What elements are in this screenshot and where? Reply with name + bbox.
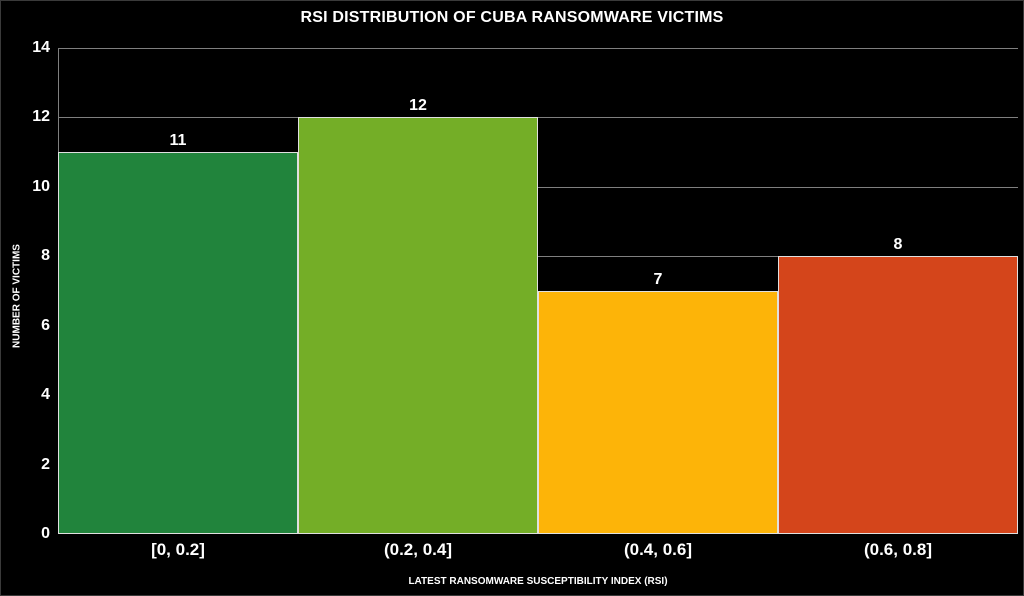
y-tick-label: 6: [41, 316, 50, 334]
y-tick-label: 8: [41, 247, 50, 265]
bar-value-label: 11: [169, 132, 187, 150]
gridline: [58, 117, 1018, 119]
y-tick-label: 12: [32, 108, 50, 126]
histogram-bar: 7: [538, 271, 778, 534]
plot-area: 0 2 4 6 8 10 12 14 11 [0, 0.2] 12 (0.2, 0.4] 7 (0.4, …: [32, 39, 1018, 559]
gridline: [58, 256, 1018, 258]
x-tick-label: (0.2, 0.4]: [383, 540, 453, 559]
gridline: [58, 48, 1018, 49]
bar-value-label: 12: [409, 97, 427, 115]
histogram-bar: 8: [778, 236, 1018, 534]
gridline: [58, 186, 1018, 188]
bar-value-label: 7: [653, 271, 663, 288]
histogram-bar: 11: [58, 132, 298, 534]
x-tick-label: (0.4, 0.6]: [623, 540, 693, 559]
x-tick-label: [0, 0.2]: [151, 540, 205, 559]
y-tick-label: 0: [41, 525, 50, 542]
histogram-bar: 12: [298, 97, 538, 534]
y-tick-label: 14: [32, 39, 50, 56]
y-tick-label: 2: [41, 455, 50, 473]
chart-title: RSI DISTRIBUTION OF CUBA RANSOMWARE VICT…: [300, 9, 724, 26]
y-tick-label: 4: [41, 386, 50, 404]
x-tick-label: (0.6, 0.8]: [863, 540, 933, 559]
x-axis-label: LATEST RANSOMWARE SUSCEPTIBILITY INDEX (…: [408, 576, 668, 587]
bar-value-label: 8: [893, 236, 903, 254]
y-tick-label: 10: [32, 177, 50, 195]
